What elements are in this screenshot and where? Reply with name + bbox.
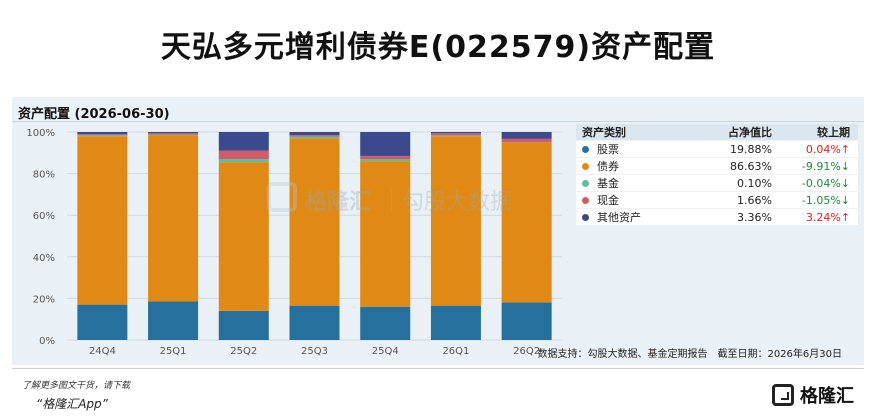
- x-tick-label: 25Q4: [372, 346, 399, 357]
- legend-header-chg: 较上期: [817, 126, 850, 139]
- bar-segment: [77, 134, 128, 136]
- bar-segment: [360, 161, 411, 307]
- bar-segment: [289, 135, 340, 137]
- bar-segment: [501, 302, 552, 340]
- legend-row: 现金 1.66% -1.05%↓: [576, 192, 858, 209]
- bar-segment: [148, 135, 199, 302]
- legend-pct: 3.36%: [737, 210, 772, 224]
- x-tick-label: 25Q2: [230, 346, 257, 357]
- legend-name: 股票: [576, 141, 691, 157]
- legend-label: 基金: [597, 177, 619, 190]
- x-tick-label: 24Q4: [89, 346, 116, 357]
- legend-name: 基金: [576, 175, 691, 191]
- legend-change: -0.04%↓: [801, 176, 850, 190]
- brand-text: 格隆汇: [800, 386, 854, 407]
- footer-note: 了解更多图文干货，请下载: [22, 381, 131, 391]
- x-tick-label: 25Q3: [301, 346, 328, 357]
- bar-segment: [289, 132, 340, 136]
- bar-segment: [430, 132, 481, 134]
- bar-segment: [501, 138, 552, 143]
- bar-segment: [218, 132, 269, 151]
- bar-segment: [148, 134, 199, 136]
- legend-dot-icon: [582, 196, 589, 204]
- bar-segment: [77, 304, 128, 340]
- x-tick-label: 26Q1: [442, 346, 469, 357]
- y-tick-label: 0%: [39, 336, 55, 347]
- source-text: 数据支持：勾股大数据、基金定期报告 截至日期：2026年6月30日: [537, 349, 842, 360]
- watermark-separator: [391, 186, 392, 212]
- legend-pct: 1.66%: [737, 193, 772, 207]
- brand-logo-icon: [772, 384, 794, 406]
- legend-header-pct: 占净值比: [728, 126, 772, 139]
- bar-segment: [148, 132, 199, 134]
- watermark: 格隆汇 勾股大数据: [267, 182, 527, 222]
- legend-pct: 86.63%: [730, 159, 772, 173]
- chart-panel: 资产配置 (2026-06-30) 0% 20% 40% 60% 80% 100% 24Q4…: [12, 97, 864, 365]
- brand-logo: 格隆汇: [772, 382, 854, 408]
- y-tick-label: 80%: [33, 170, 55, 181]
- bar-segment: [289, 138, 340, 306]
- watermark-logo-icon: [267, 182, 297, 212]
- source-divider: [12, 368, 864, 369]
- legend-pct: 19.88%: [730, 142, 772, 156]
- page-title: 天弘多元增利债券E(022579)资产配置: [160, 30, 716, 65]
- legend-change: -1.05%↓: [801, 193, 850, 207]
- bar-segment: [360, 159, 411, 162]
- legend-dot-icon: [582, 162, 589, 170]
- legend-row: 基金 0.10% -0.04%↓: [576, 175, 858, 192]
- legend-label: 现金: [597, 194, 619, 207]
- bar-segment: [501, 142, 552, 303]
- legend-label: 债券: [597, 160, 619, 173]
- bar-segment: [148, 301, 199, 340]
- legend-header-name: 资产类别: [582, 126, 626, 139]
- y-tick-label: 60%: [33, 211, 55, 222]
- legend-dot-icon: [582, 179, 589, 187]
- panel-title: 资产配置 (2026-06-30): [18, 107, 170, 122]
- y-tick-label: 20%: [33, 294, 55, 305]
- legend-row: 股票 19.88% 0.04%↑: [576, 141, 858, 158]
- legend-name: 其他资产: [576, 209, 691, 225]
- bar-segment: [218, 162, 269, 311]
- legend-label: 其他资产: [597, 211, 641, 224]
- legend-change: -9.91%↓: [801, 159, 850, 173]
- bar-segment: [360, 132, 411, 156]
- bar-segment: [77, 135, 128, 137]
- stacked-bar-chart: 0% 20% 40% 60% 80% 100% 24Q4 25Q1 25Q2 25Q3 25Q4 26…: [26, 128, 562, 357]
- bar-segment: [148, 133, 199, 135]
- bar-segment: [77, 132, 128, 135]
- legend-name: 债券: [576, 158, 691, 174]
- bar-segment: [218, 159, 269, 163]
- bar-segment: [430, 136, 481, 306]
- bar-segment: [218, 150, 269, 160]
- legend-pct: 0.10%: [737, 176, 772, 190]
- watermark-text-2: 勾股大数据: [402, 190, 513, 215]
- y-tick-label: 100%: [26, 128, 55, 139]
- legend-row: 债券 86.63% -9.91%↓: [576, 158, 858, 175]
- legend-table: 资产类别 占净值比 较上期 股票 19.88% 0.04%↑ 债券 86.63% -9.9…: [576, 124, 858, 226]
- x-tick-label: 25Q1: [160, 346, 187, 357]
- legend-change: 0.04%↑: [805, 142, 850, 156]
- legend-label: 股票: [597, 143, 619, 156]
- legend-row: 其他资产 3.36% 3.24%↑: [576, 209, 858, 226]
- x-tick-label: 26Q2: [513, 346, 540, 357]
- footer-app: “格隆汇App”: [36, 397, 108, 411]
- bar-segment: [77, 136, 128, 305]
- panel-divider: [12, 121, 864, 122]
- bar-segment: [218, 310, 269, 340]
- bar-segment: [360, 306, 411, 340]
- bar-segment: [360, 155, 411, 160]
- legend-name: 现金: [576, 192, 691, 208]
- bar-segment: [289, 136, 340, 139]
- bar-segment: [430, 133, 481, 136]
- bar-segment: [430, 305, 481, 340]
- watermark-text-1: 格隆汇: [305, 190, 372, 215]
- legend-dot-icon: [582, 145, 589, 153]
- legend-change: 3.24%↑: [805, 210, 850, 224]
- bar-segment: [430, 135, 481, 137]
- legend-dot-icon: [582, 213, 589, 221]
- y-tick-label: 40%: [33, 253, 55, 264]
- bar-segment: [501, 132, 552, 139]
- bar-segment: [289, 305, 340, 340]
- legend-header: 资产类别 占净值比 较上期: [576, 124, 858, 141]
